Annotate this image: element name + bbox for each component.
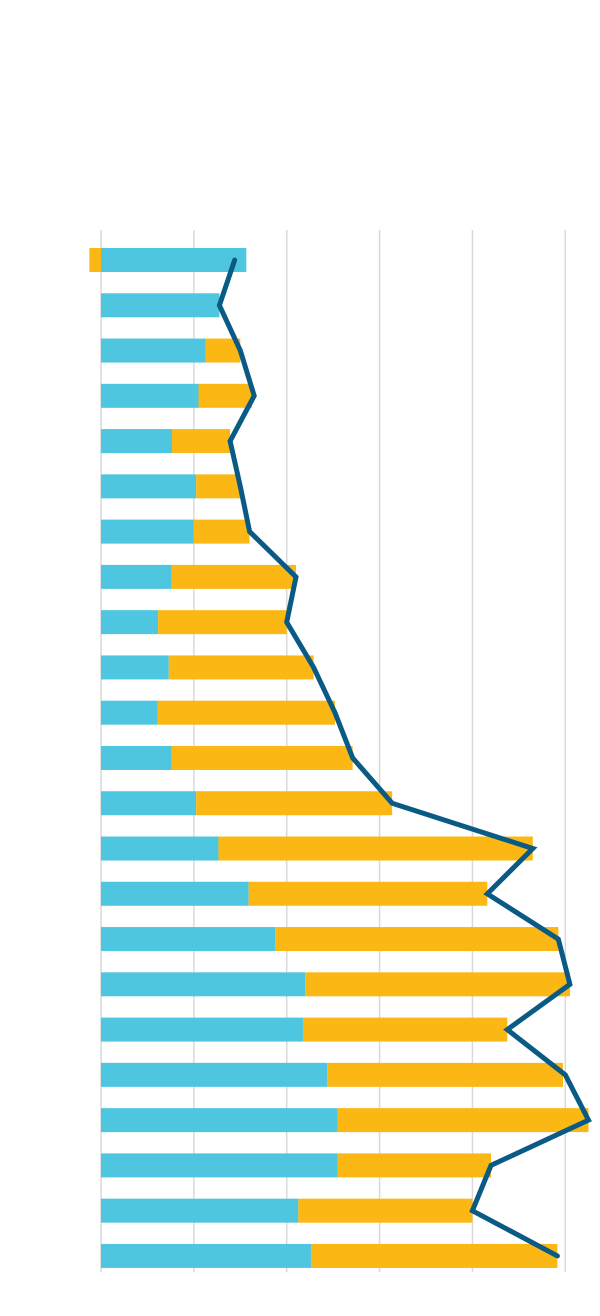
bar-series-a xyxy=(101,610,159,635)
bar-series-b xyxy=(171,564,297,589)
bar-series-b xyxy=(218,836,533,861)
bar-series-a xyxy=(101,338,206,363)
bar-series-a xyxy=(101,293,220,318)
bar-series-a xyxy=(101,519,194,544)
bar-series-a xyxy=(101,474,197,499)
bar-series-a xyxy=(101,564,172,589)
bar-series-b xyxy=(248,881,488,906)
bar-series-a xyxy=(101,700,158,725)
bar-series-b xyxy=(337,1153,492,1178)
bar-series-a xyxy=(101,791,197,816)
bar-series-a xyxy=(101,972,306,997)
bar-series-b xyxy=(311,1243,558,1268)
bar-series-a xyxy=(101,248,247,272)
bar-series-a xyxy=(101,429,173,454)
bar-series-b xyxy=(168,655,314,680)
bar-series-b xyxy=(172,429,231,454)
bar-series-a xyxy=(101,1243,312,1268)
bar-series-b xyxy=(298,1198,473,1223)
bar-series-a xyxy=(101,881,249,906)
bar-series-a xyxy=(101,1017,303,1042)
line-series-path xyxy=(216,257,592,1259)
bar-series-a xyxy=(101,1153,338,1178)
bar-series-a xyxy=(101,745,172,770)
bar-series-b xyxy=(158,610,287,635)
bar-series-a xyxy=(101,1108,338,1133)
bar-series-b xyxy=(171,745,353,770)
bars xyxy=(89,248,589,1268)
line-series xyxy=(216,257,592,1259)
bar-series-b xyxy=(337,1108,589,1133)
bar-series-b xyxy=(193,519,250,544)
bar-series-a xyxy=(101,927,276,952)
bar-series-a xyxy=(101,1062,328,1087)
bar-series-a xyxy=(101,383,199,408)
bar-series-b xyxy=(196,791,393,816)
bar-series-b xyxy=(302,1017,508,1042)
bar-series-a xyxy=(101,836,219,861)
bar-series-b xyxy=(89,248,101,272)
bar-series-b xyxy=(305,972,570,997)
bar-series-b xyxy=(198,383,252,408)
bar-series-a xyxy=(101,655,169,680)
bar-series-b xyxy=(157,700,336,725)
bar-series-a xyxy=(101,1198,299,1223)
bar-series-b xyxy=(196,474,241,499)
bar-series-b xyxy=(327,1062,563,1087)
bar-series-b xyxy=(275,927,559,952)
